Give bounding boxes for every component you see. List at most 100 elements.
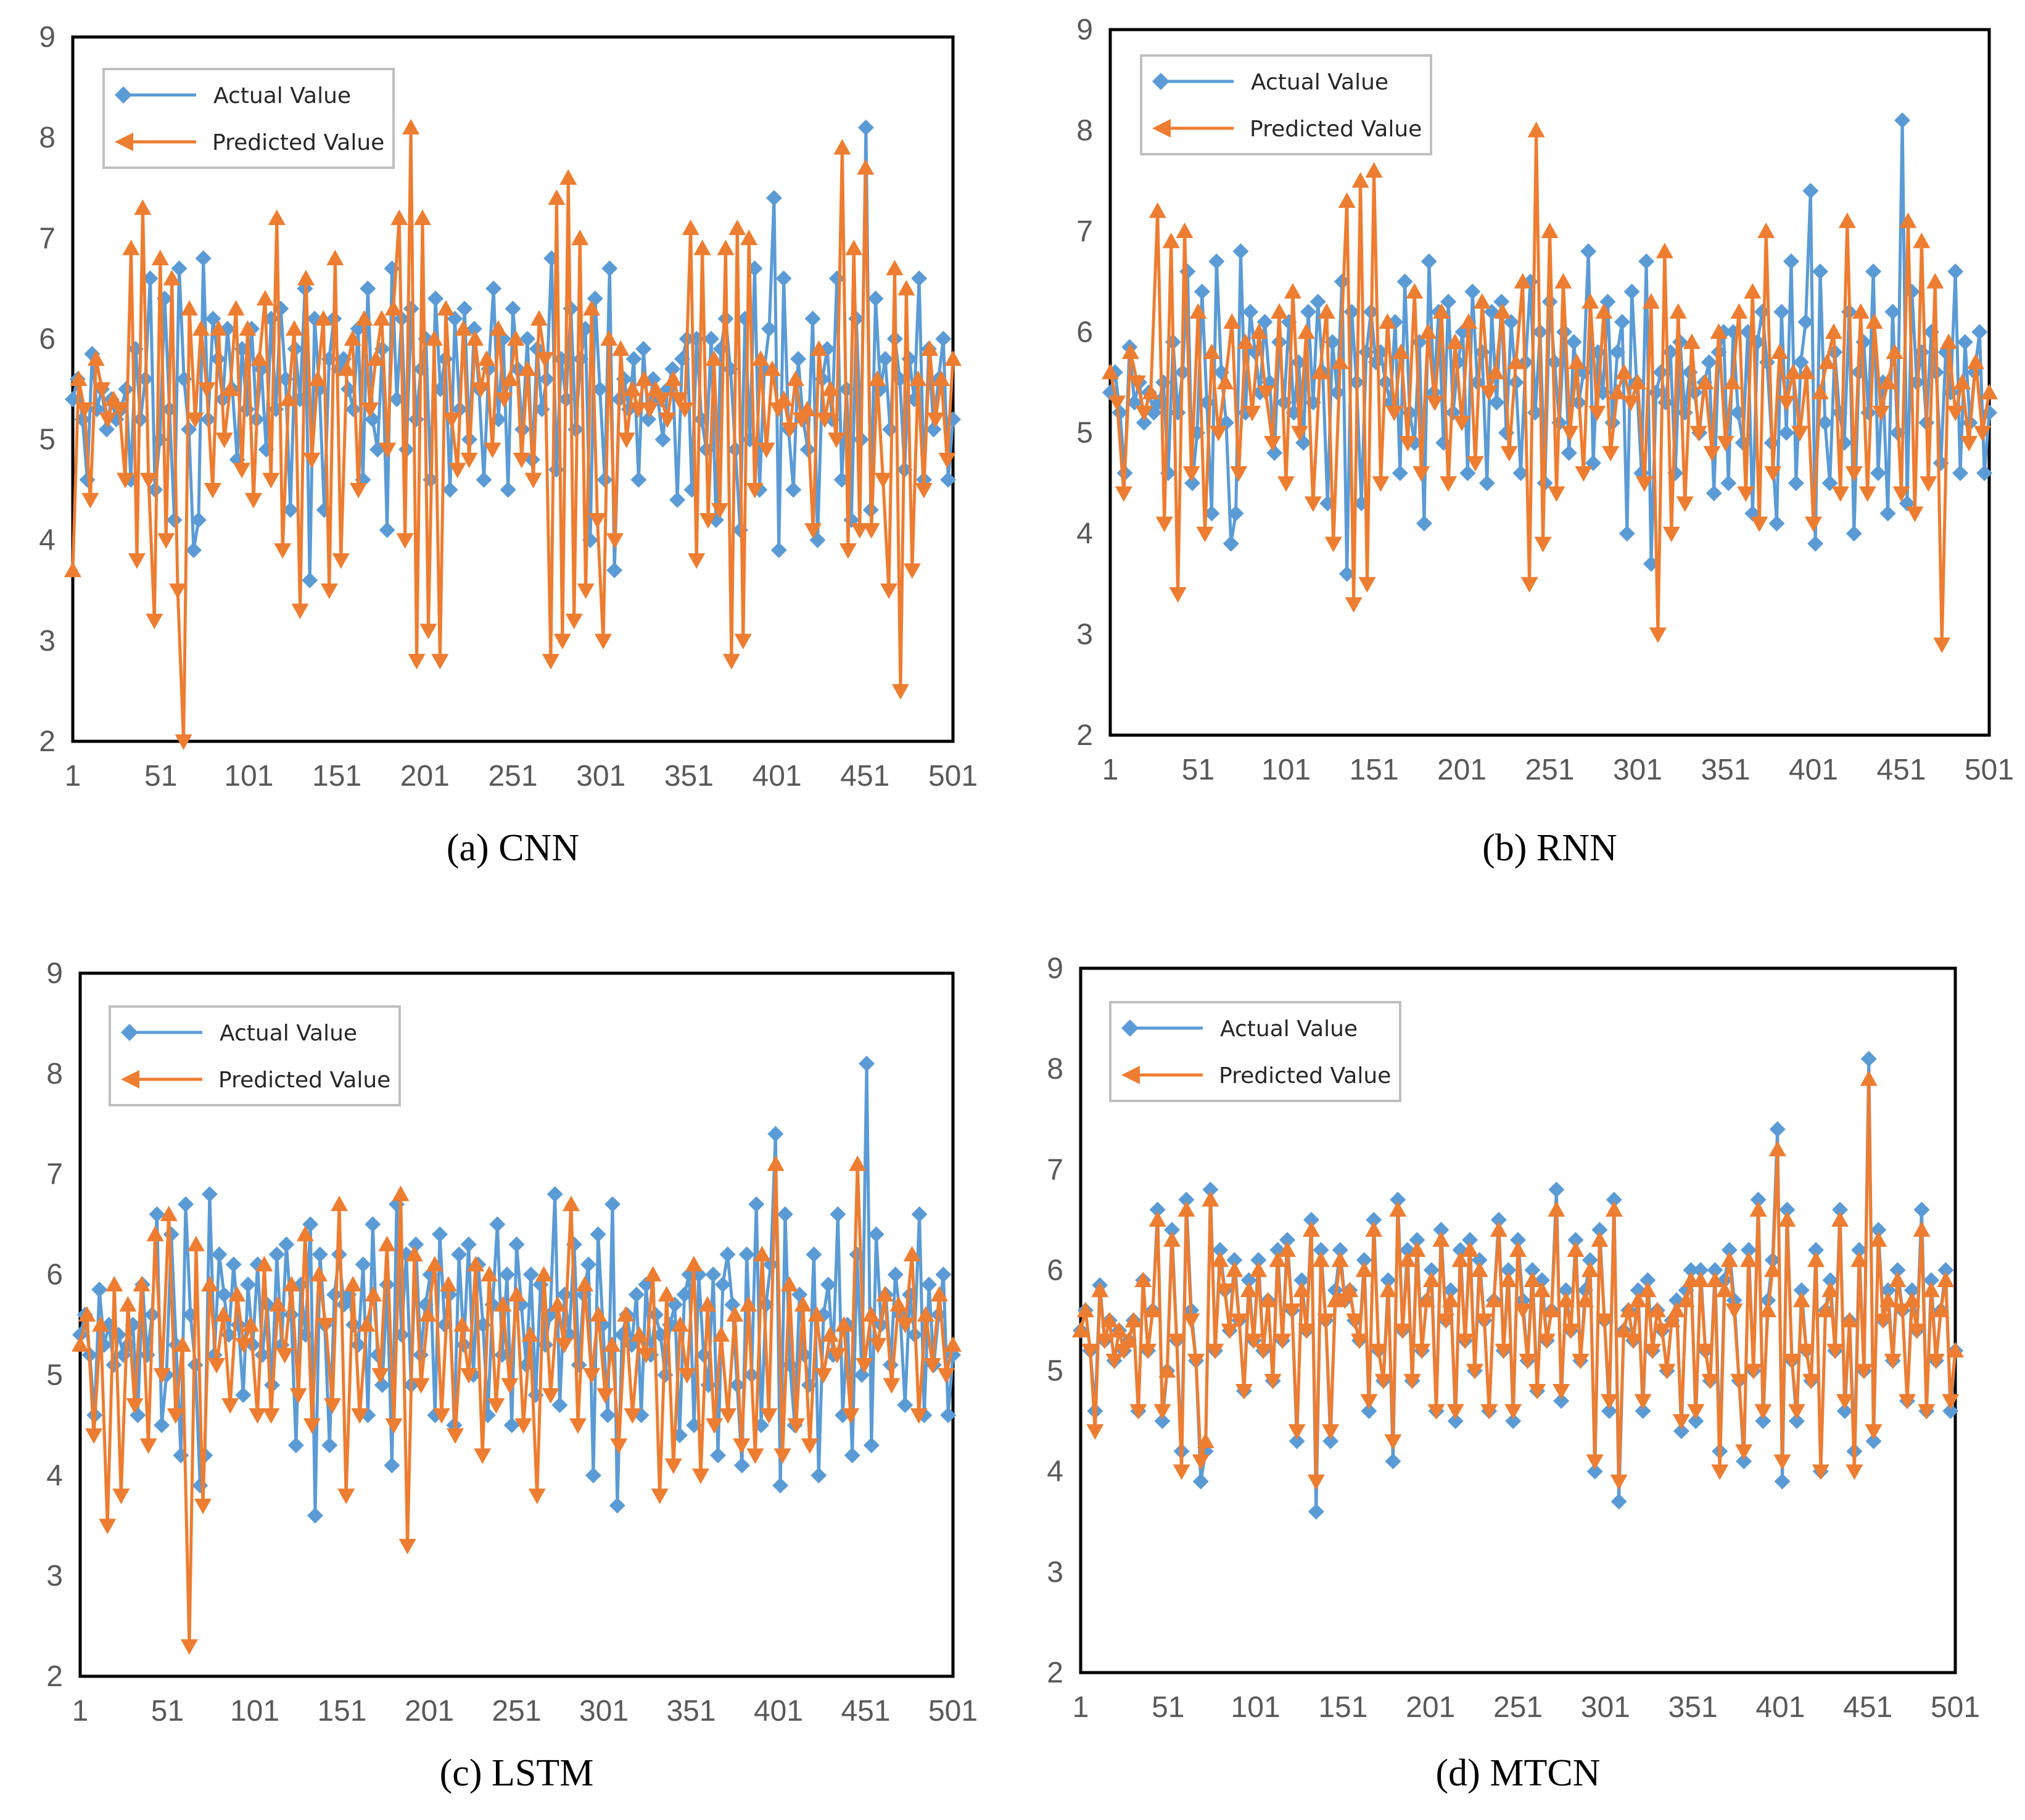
data-point: [1606, 1192, 1622, 1208]
data-point: [1852, 303, 1870, 319]
data-point: [624, 381, 641, 397]
data-point: [635, 370, 653, 386]
data-point: [474, 1448, 492, 1464]
data-point: [1398, 1251, 1416, 1267]
data-point: [1611, 1493, 1627, 1510]
data-point: [216, 1287, 233, 1303]
data-point: [1642, 293, 1660, 309]
plot-area-frame: [1108, 28, 1991, 737]
data-point: [498, 1266, 515, 1283]
data-point: [1764, 466, 1782, 482]
data-point: [1230, 466, 1248, 482]
data-point: [1737, 486, 1755, 502]
data-point: [99, 412, 117, 428]
data-point: [1406, 282, 1424, 299]
data-point: [688, 553, 706, 569]
data-point: [1290, 426, 1308, 442]
data-point: [1480, 385, 1498, 401]
legend-predicted-marker: [1121, 1066, 1140, 1084]
data-point: [859, 1055, 875, 1072]
data-point: [361, 402, 379, 418]
data-point: [390, 209, 408, 225]
data-point: [371, 1368, 389, 1384]
data-point: [1108, 395, 1126, 411]
data-point: [1858, 486, 1876, 502]
data-point: [249, 1408, 266, 1424]
data-point: [1561, 426, 1579, 442]
data-point: [653, 392, 670, 408]
data-point: [1274, 1333, 1292, 1349]
data-point: [1182, 1313, 1200, 1329]
data-point: [658, 1286, 675, 1302]
data-point: [1707, 1262, 1723, 1279]
data-point: [1692, 1271, 1710, 1287]
data-point: [1134, 1271, 1152, 1287]
data-point: [396, 533, 414, 549]
data-point: [1490, 1221, 1507, 1237]
data-point: [553, 633, 571, 649]
data-point: [695, 1346, 712, 1363]
x-tick-label: 351: [664, 760, 714, 793]
data-point: [139, 1438, 157, 1454]
x-tick-label: 501: [928, 760, 978, 793]
data-point: [151, 249, 169, 266]
data-point: [1541, 222, 1559, 239]
data-point: [746, 482, 764, 499]
data-point: [1624, 1333, 1642, 1349]
data-point: [897, 279, 915, 296]
data-point: [451, 1246, 468, 1262]
data-point: [169, 583, 187, 599]
data-point: [1677, 1291, 1695, 1307]
legend-actual-marker: [121, 1024, 138, 1041]
data-point: [775, 270, 792, 287]
data-point: [524, 472, 542, 488]
data-point: [1920, 476, 1937, 492]
data-point: [1825, 323, 1842, 339]
data-point: [1689, 426, 1707, 442]
data-point: [1223, 535, 1239, 552]
data-point: [1524, 1271, 1541, 1287]
data-point: [1507, 353, 1525, 369]
data-point: [580, 1256, 597, 1273]
data-point: [1562, 1324, 1580, 1340]
data-point: [886, 260, 904, 276]
data-point: [630, 1326, 648, 1342]
data-point: [790, 351, 807, 368]
data-point: [1433, 1222, 1450, 1238]
data-point: [658, 412, 676, 428]
data-point: [1384, 1434, 1402, 1450]
data-point: [1926, 273, 1944, 289]
data-point: [1750, 1192, 1767, 1208]
y-tick-label: 7: [1076, 215, 1093, 248]
data-point: [1639, 1272, 1656, 1288]
y-tick-label: 3: [1076, 619, 1093, 651]
data-point: [1976, 465, 1993, 482]
data-point: [705, 350, 723, 366]
data-point: [592, 381, 608, 397]
data-point: [1302, 1221, 1320, 1237]
x-tick-label: 251: [1525, 754, 1574, 786]
x-tick-label: 251: [488, 760, 537, 793]
y-tick-label: 4: [1047, 1456, 1063, 1488]
data-point: [629, 402, 647, 418]
data-point: [75, 402, 93, 418]
data-point: [830, 1206, 846, 1222]
data-point: [1792, 1291, 1810, 1307]
data-point: [1086, 1424, 1104, 1440]
series-predicted: [64, 118, 962, 750]
data-point: [1135, 405, 1153, 422]
data-point: [1470, 1261, 1488, 1277]
x-tick-label: 51: [144, 760, 177, 793]
data-point: [1283, 1303, 1301, 1319]
data-point: [1447, 1413, 1464, 1430]
data-point: [192, 320, 210, 336]
data-point: [119, 1296, 137, 1312]
data-point: [1318, 303, 1335, 319]
data-point: [1250, 323, 1268, 339]
data-point: [827, 432, 845, 448]
data-point: [1324, 537, 1342, 553]
x-tick-label: 201: [1406, 1691, 1455, 1724]
data-point: [1802, 1373, 1820, 1390]
legend-label-actual: Actual Value: [1220, 1016, 1358, 1042]
data-point: [685, 1256, 703, 1272]
